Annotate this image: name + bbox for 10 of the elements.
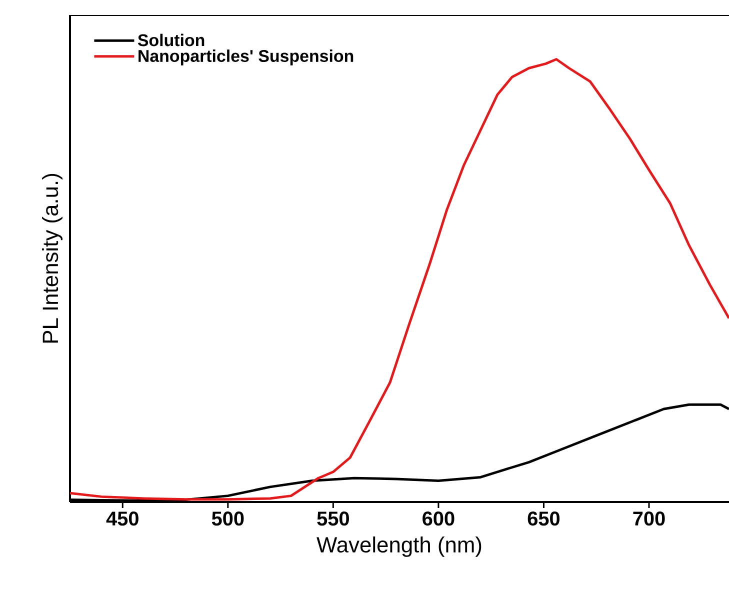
x-tick-label: 700 [633,512,665,526]
x-tick-label: 450 [106,512,138,526]
x-tick-label: 650 [528,512,560,526]
x-axis-title: Wavelength (nm) [316,536,482,557]
y-axis-title: PL Intensity (a.u.) [42,174,62,343]
legend-label: Solution [138,34,204,46]
x-tick-label: 500 [212,512,244,526]
legend-label: Nanoparticles' Suspension [138,50,354,66]
x-tick-label: 550 [317,512,349,526]
x-tick-label: 600 [422,512,454,526]
